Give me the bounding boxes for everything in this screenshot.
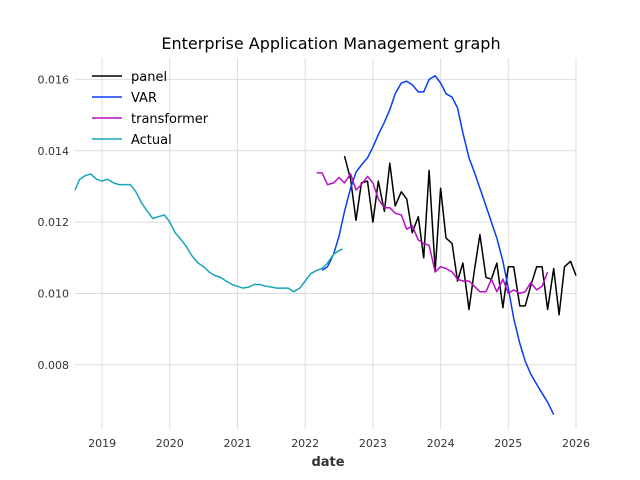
y-tick-label: 0.010: [38, 287, 70, 300]
series-lines: [74, 75, 577, 416]
legend-label-panel: panel: [131, 70, 167, 85]
legend-label-var: VAR: [131, 91, 157, 106]
series-line-actual: [74, 173, 343, 293]
legend-label-transformer: transformer: [131, 112, 209, 127]
x-axis-label: date: [311, 455, 344, 470]
legend: panel VAR transformer Actual: [92, 70, 209, 148]
x-tick-label: 2026: [562, 437, 590, 450]
x-tick-label: 2020: [156, 437, 184, 450]
y-tick-label: 0.014: [38, 145, 70, 158]
x-tick-label: 2019: [88, 437, 116, 450]
chart-title: Enterprise Application Management graph: [161, 34, 500, 53]
x-tick-label: 2024: [427, 437, 455, 450]
grid: [75, 58, 577, 429]
series-line-var: [321, 75, 555, 416]
series-line-transformer: [316, 172, 549, 295]
y-tick-label: 0.016: [38, 73, 70, 86]
x-tick-label: 2023: [359, 437, 387, 450]
axis-ticks: 2019 2020 2021 2022 2023 2024 2025 2026 0.008 0.0…: [38, 73, 591, 450]
x-tick-label: 2022: [291, 437, 319, 450]
x-tick-label: 2021: [223, 437, 251, 450]
y-tick-label: 0.012: [38, 216, 70, 229]
x-tick-label: 2025: [494, 437, 522, 450]
series-line-panel: [343, 155, 577, 316]
legend-label-actual: Actual: [131, 133, 172, 148]
y-tick-label: 0.008: [38, 359, 70, 372]
